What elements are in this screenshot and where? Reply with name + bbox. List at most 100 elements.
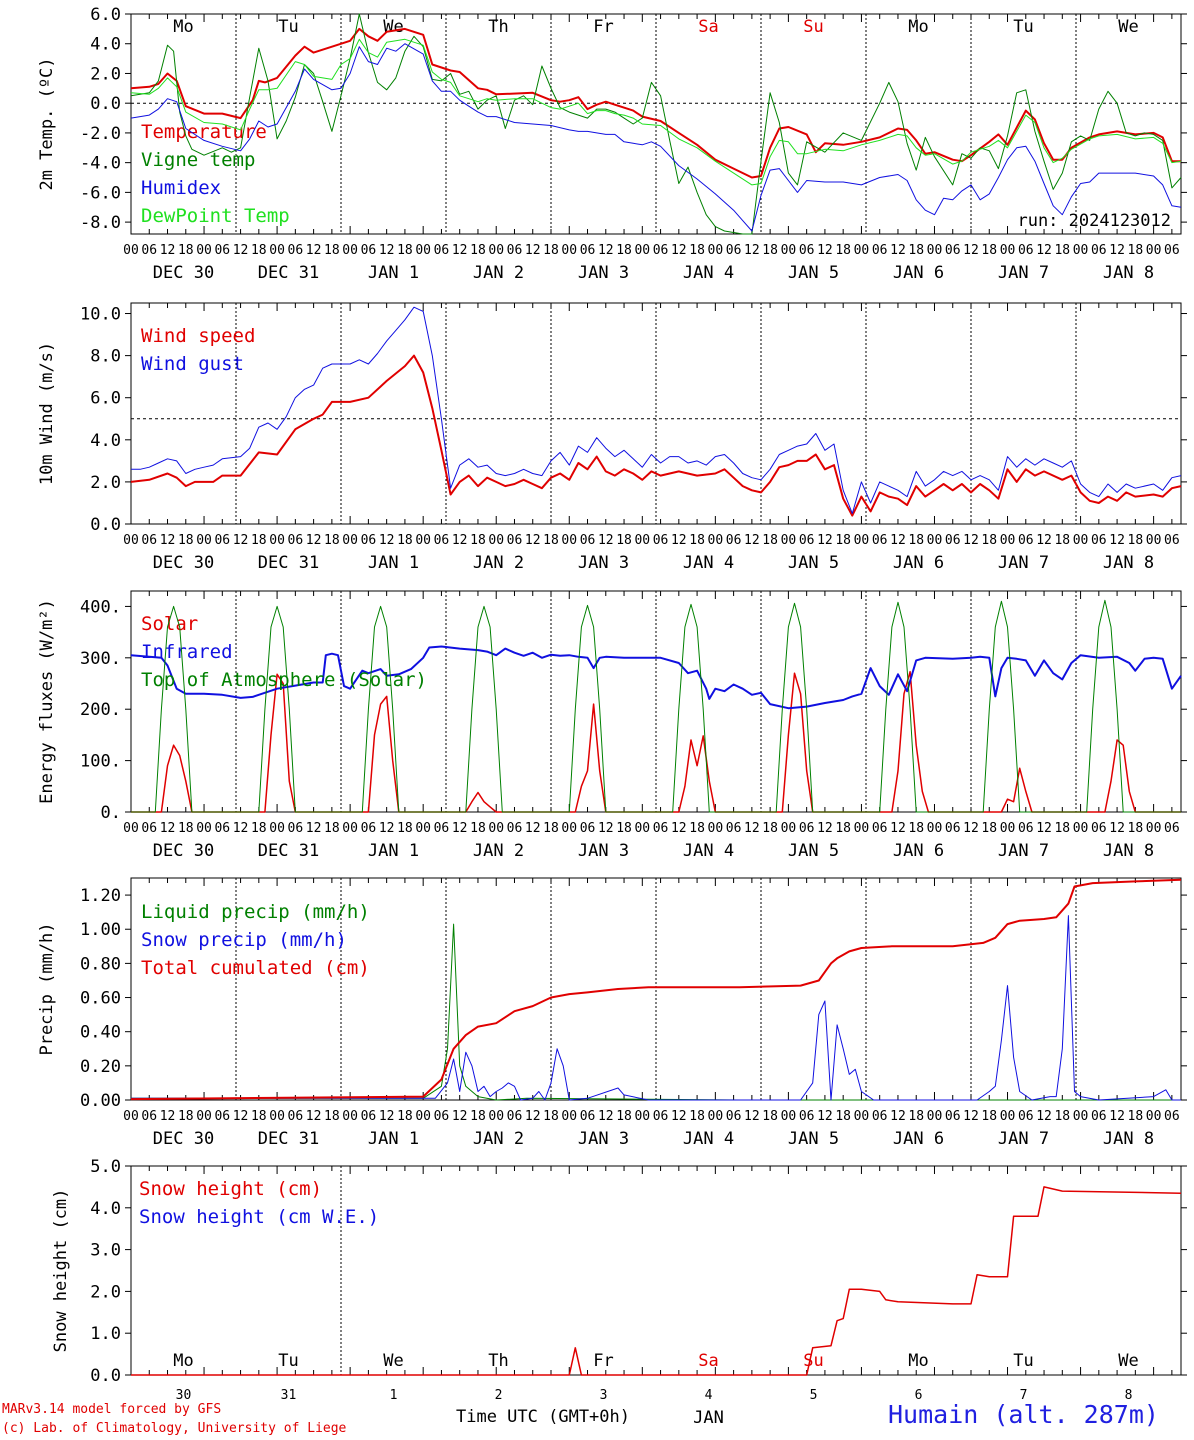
date-label: JAN 5: [788, 263, 839, 283]
hour-tick-label: 12: [671, 533, 687, 548]
hour-tick-label: 00: [342, 243, 358, 258]
hour-tick-label: 12: [306, 821, 322, 836]
hour-tick-label: 06: [1018, 821, 1034, 836]
hour-tick-label: 00: [1146, 243, 1162, 258]
day-name: Su: [803, 17, 823, 37]
hour-tick-label: 18: [543, 821, 559, 836]
hour-tick-label: 00: [488, 533, 504, 548]
hour-tick-label: 12: [233, 533, 249, 548]
hour-tick-label: 18: [835, 821, 851, 836]
series-line: [130, 645, 1182, 710]
series-line: [130, 878, 1182, 1101]
date-label: DEC 31: [258, 841, 319, 861]
hour-tick-label: 00: [342, 533, 358, 548]
hour-tick-label: 00: [488, 243, 504, 258]
hour-tick-label: 12: [1036, 243, 1052, 258]
hour-tick-label: 00: [854, 243, 870, 258]
hour-tick-label: 06: [141, 243, 157, 258]
date-label: JAN 4: [683, 841, 734, 861]
y-tick-label: 2.0: [90, 473, 121, 493]
date-label: JAN 3: [578, 1129, 629, 1149]
hour-tick-label: 18: [981, 821, 997, 836]
day-name: We: [1118, 1351, 1138, 1371]
hour-tick-label: 18: [1054, 821, 1070, 836]
hour-tick-label: 00: [1073, 243, 1089, 258]
hour-tick-label: 18: [689, 1109, 705, 1124]
hour-tick-label: 12: [671, 821, 687, 836]
hour-tick-label: 12: [963, 821, 979, 836]
hour-tick-label: 18: [981, 1109, 997, 1124]
hour-tick-label: 06: [1164, 243, 1180, 258]
hour-tick-label: 18: [762, 533, 778, 548]
hour-tick-label: 06: [1091, 533, 1107, 548]
date-label: JAN 5: [788, 841, 839, 861]
hour-tick-label: 06: [945, 821, 961, 836]
y-tick-label: 100.: [80, 752, 121, 772]
hour-tick-label: 18: [908, 821, 924, 836]
hour-tick-label: 00: [634, 1109, 650, 1124]
hour-tick-label: 18: [324, 1109, 340, 1124]
hour-tick-label: 18: [981, 533, 997, 548]
hour-tick-label: 12: [160, 821, 176, 836]
hour-tick-label: 12: [598, 821, 614, 836]
y-tick-label: -4.0: [80, 154, 121, 174]
hour-tick-label: 18: [1128, 821, 1144, 836]
day-number: 7: [1020, 1388, 1028, 1403]
hour-tick-label: 06: [799, 243, 815, 258]
hour-tick-label: 00: [415, 243, 431, 258]
y-tick-label: 4.0: [90, 431, 121, 451]
day-name: Th: [488, 17, 508, 37]
series-line: [131, 915, 1181, 1101]
hour-tick-label: 06: [872, 1109, 888, 1124]
date-label: JAN 6: [893, 1129, 944, 1149]
y-axis-label: 2m Temp. (ºC): [37, 57, 57, 190]
day-number: 6: [915, 1388, 923, 1403]
hour-tick-label: 06: [945, 243, 961, 258]
day-name: We: [383, 17, 403, 37]
y-tick-label: 400.: [80, 597, 121, 617]
hour-tick-label: 12: [452, 243, 468, 258]
legend-entry: Infrared: [141, 641, 233, 663]
hour-tick-label: 18: [470, 533, 486, 548]
date-label: DEC 30: [153, 263, 214, 283]
date-label: JAN 6: [893, 553, 944, 573]
date-label: JAN 3: [578, 263, 629, 283]
hour-tick-label: 00: [927, 243, 943, 258]
hour-tick-label: 06: [434, 821, 450, 836]
y-axis-label: Snow height (cm): [51, 1189, 71, 1353]
day-number: 5: [810, 1388, 818, 1403]
hour-tick-label: 06: [141, 533, 157, 548]
hour-tick-label: 18: [689, 821, 705, 836]
date-label: JAN 4: [683, 263, 734, 283]
date-label: DEC 30: [153, 841, 214, 861]
hour-tick-label: 06: [141, 821, 157, 836]
legend-entry: Solar: [141, 613, 198, 635]
hour-tick-label: 12: [1036, 1109, 1052, 1124]
hour-tick-label: 12: [744, 243, 760, 258]
hour-tick-label: 12: [1109, 1109, 1125, 1124]
day-name: Tu: [278, 17, 298, 37]
y-tick-label: 10.0: [80, 305, 121, 325]
legend-entry: Snow height (cm): [139, 1178, 322, 1200]
hour-tick-label: 06: [507, 533, 523, 548]
hour-tick-label: 18: [397, 1109, 413, 1124]
date-label: JAN 4: [683, 553, 734, 573]
hour-tick-label: 00: [1000, 821, 1016, 836]
hour-tick-label: 00: [1146, 533, 1162, 548]
day-name: Fr: [593, 17, 613, 37]
hour-tick-label: 18: [324, 533, 340, 548]
hour-tick-label: 00: [196, 533, 212, 548]
hour-tick-label: 06: [945, 533, 961, 548]
hour-tick-label: 18: [251, 533, 267, 548]
hour-tick-label: 12: [306, 1109, 322, 1124]
month-label: JAN: [693, 1408, 724, 1428]
hour-tick-label: 06: [1091, 1109, 1107, 1124]
hour-tick-label: 00: [123, 1109, 139, 1124]
hour-tick-label: 18: [616, 533, 632, 548]
day-number: 31: [281, 1388, 297, 1403]
hour-tick-label: 06: [1018, 533, 1034, 548]
y-tick-label: 0.: [101, 803, 121, 823]
hour-tick-label: 12: [452, 1109, 468, 1124]
hour-tick-label: 06: [580, 533, 596, 548]
date-label: JAN 8: [1103, 841, 1154, 861]
